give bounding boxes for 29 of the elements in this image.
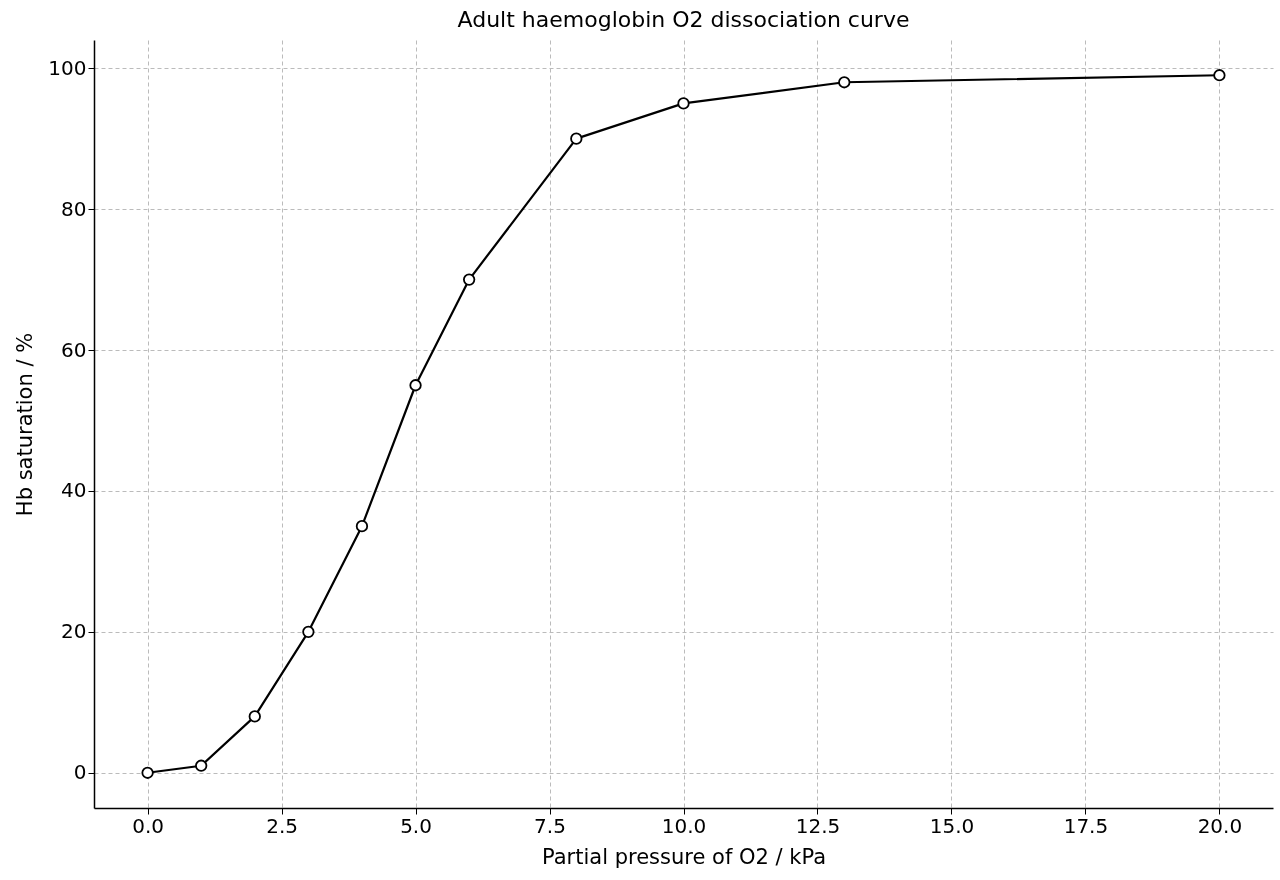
y-axis-title: Hb saturation / % (13, 332, 38, 517)
y-tick-label: 60 (61, 337, 87, 362)
y-tick-label: 100 (48, 55, 87, 80)
x-tick-label: 10.0 (661, 813, 707, 838)
point (1213, 69, 1226, 82)
x-tick-label: 7.5 (534, 813, 566, 838)
x-tick-label: 5.0 (400, 813, 432, 838)
point (141, 766, 154, 779)
x-tick-label: 15.0 (929, 813, 975, 838)
y-tick-label: 40 (61, 478, 87, 503)
x-tick-label: 20.0 (1197, 813, 1243, 838)
point (838, 76, 851, 89)
point (195, 759, 208, 772)
y-tick-label: 80 (61, 196, 87, 221)
point (302, 625, 315, 638)
x-tick-label: 0.0 (132, 813, 164, 838)
point (462, 273, 476, 286)
y-tick-label: 20 (61, 619, 87, 644)
x-axis-title: Partial pressure of O2 / kPa (541, 844, 827, 869)
chart-title: Adult haemoglobin O2 dissociation curve (457, 7, 910, 32)
x-tick-label: 2.5 (266, 813, 298, 838)
point (677, 97, 690, 110)
point (409, 379, 422, 392)
y-tick-label: 0 (73, 760, 87, 785)
point (355, 520, 369, 533)
point (570, 132, 583, 145)
x-tick-label: 17.5 (1063, 813, 1109, 838)
point (248, 710, 261, 723)
x-tick-label: 12.5 (795, 813, 841, 838)
